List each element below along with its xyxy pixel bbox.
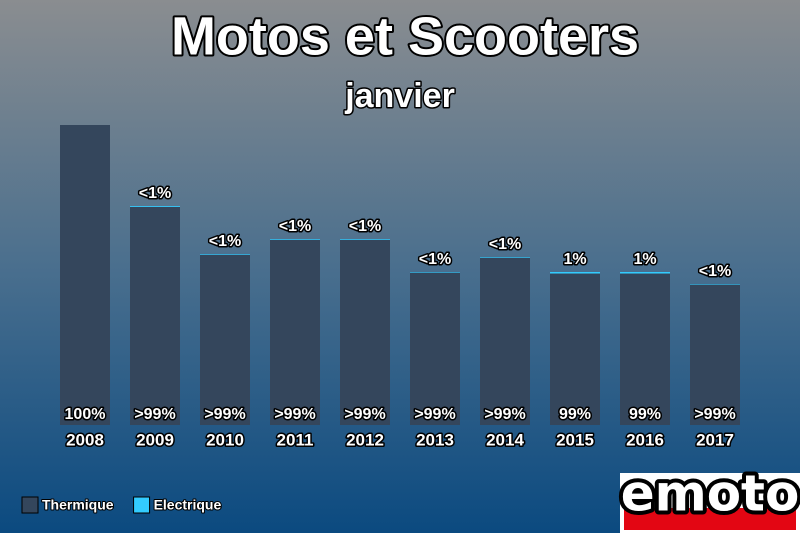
value-label: <1% <box>209 233 241 250</box>
legend-label: Electrique <box>154 497 222 513</box>
x-tick-label: 2016 <box>626 430 664 449</box>
x-tick-label: 2017 <box>696 430 734 449</box>
legend-label: Thermique <box>42 497 114 513</box>
bar-segment <box>130 206 180 425</box>
bar-segment <box>200 254 250 425</box>
value-label: <1% <box>699 263 731 280</box>
value-label: <1% <box>139 185 171 202</box>
bar-segment <box>270 239 320 425</box>
x-tick-label: 2011 <box>277 430 314 449</box>
legend-swatch <box>21 496 39 514</box>
x-tick-label: 2008 <box>66 430 104 449</box>
bar-segment <box>690 284 740 285</box>
value-label: <1% <box>489 236 521 253</box>
logo: emoto <box>617 461 800 533</box>
value-label: 100% <box>65 406 106 423</box>
chart-subtitle: janvier <box>344 77 455 115</box>
x-tick-label: 2015 <box>556 430 594 449</box>
value-label: <1% <box>349 218 381 235</box>
bar-segment <box>340 239 390 240</box>
value-label: 99% <box>629 406 661 423</box>
value-label: <1% <box>279 218 311 235</box>
bar-segment <box>60 125 110 425</box>
bar-segment <box>690 284 740 425</box>
bar-segment <box>480 257 530 258</box>
value-label: >99% <box>274 406 315 423</box>
value-label: >99% <box>694 406 735 423</box>
bar-segment <box>410 272 460 425</box>
chart-title: Motos et Scooters <box>171 6 639 66</box>
logo-band <box>624 508 796 530</box>
value-label: 1% <box>563 251 586 268</box>
value-label: >99% <box>414 406 455 423</box>
value-label: >99% <box>204 406 245 423</box>
x-tick-label: 2009 <box>136 430 174 449</box>
value-label: >99% <box>134 406 175 423</box>
value-label: 99% <box>559 406 591 423</box>
x-tick-label: 2014 <box>486 430 524 449</box>
x-tick-label: 2012 <box>346 430 384 449</box>
bar-segment <box>620 273 670 425</box>
bar-segment <box>550 273 600 425</box>
legend-swatch <box>133 496 151 514</box>
x-tick-label: 2010 <box>206 430 244 449</box>
bar-segment <box>340 239 390 425</box>
x-tick-label: 2013 <box>416 430 454 449</box>
value-label: <1% <box>419 251 451 268</box>
bar-segment <box>410 272 460 273</box>
bar-segment <box>480 257 530 425</box>
bar-segment <box>270 239 320 240</box>
value-label: >99% <box>344 406 385 423</box>
logo-text: emoto <box>621 465 800 523</box>
value-label: 1% <box>633 251 656 268</box>
bar-segment <box>550 272 600 274</box>
bar-segment <box>620 272 670 274</box>
bar-segment <box>130 206 180 207</box>
bar-segment <box>200 254 250 255</box>
value-label: >99% <box>484 406 525 423</box>
